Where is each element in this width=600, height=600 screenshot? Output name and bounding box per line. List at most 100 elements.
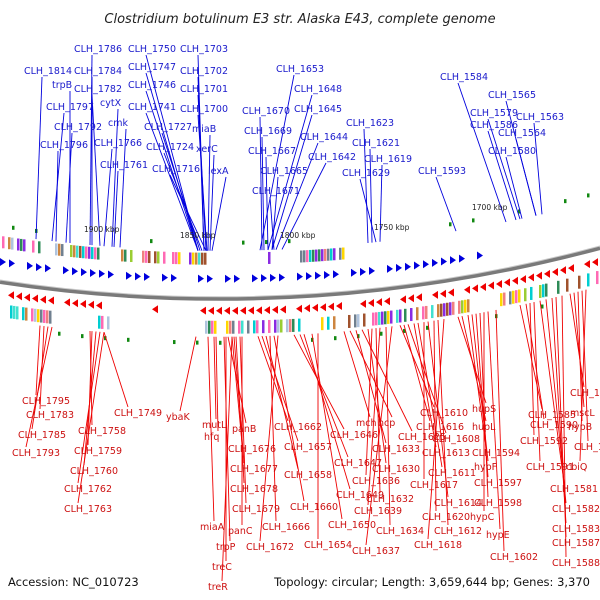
forward-gene-arrow (387, 264, 393, 273)
misc-feature-mark (104, 336, 107, 341)
forward-label-leader (211, 176, 227, 251)
forward-gene-arrow (477, 251, 483, 260)
forward-gene-arrow (0, 258, 6, 266)
forward-feature-bar (175, 252, 178, 265)
misc-feature-mark (449, 222, 452, 227)
forward-gene-label: CLH_1797 (46, 102, 94, 113)
reverse-feature-bar (557, 280, 560, 294)
reverse-gene-arrow (304, 304, 310, 313)
forward-gene-arrow (144, 272, 150, 281)
forward-gene-label: CLH_1644 (300, 132, 348, 143)
forward-gene-arrow (45, 264, 51, 273)
reverse-feature-bar (404, 308, 407, 322)
reverse-label-leader (375, 328, 381, 494)
forward-gene-arrow (459, 254, 465, 263)
reverse-gene-arrow (384, 297, 390, 306)
forward-gene-arrow (99, 269, 105, 278)
forward-feature-bar (315, 249, 318, 262)
reverse-label-leader (299, 334, 349, 458)
forward-gene-label: CLH_1671 (252, 186, 300, 197)
misc-feature-mark (541, 304, 544, 309)
reverse-label-leader (25, 326, 53, 448)
forward-label-leader (271, 114, 313, 250)
reverse-label-leader (487, 311, 501, 530)
misc-feature-mark (472, 218, 475, 223)
reverse-feature-bar (37, 309, 40, 323)
reverse-gene-arrow (440, 289, 446, 298)
forward-feature-bar (55, 243, 58, 256)
forward-label-leader (169, 174, 207, 251)
forward-feature-bar (204, 252, 207, 265)
reverse-gene-arrow (376, 298, 382, 307)
reverse-feature-bar (211, 320, 214, 334)
forward-gene-label: CLH_1761 (100, 160, 148, 171)
reverse-label-leader (77, 332, 105, 504)
reverse-label-leader (179, 336, 197, 412)
forward-feature-bar (163, 251, 166, 264)
reverse-gene-label: panB (232, 424, 256, 435)
reverse-gene-arrow (152, 305, 158, 314)
reverse-gene-label: CLH_1597 (474, 478, 522, 489)
forward-label-leader (209, 154, 215, 251)
forward-feature-bar (192, 252, 195, 265)
reverse-gene-label: cbiQ (566, 462, 587, 473)
misc-feature-mark (58, 331, 61, 336)
forward-feature-bar (268, 251, 271, 264)
reverse-label-leader (561, 295, 567, 558)
reverse-gene-label: treR (208, 582, 228, 593)
forward-feature-bar (85, 246, 88, 259)
forward-gene-arrow (315, 271, 321, 280)
reverse-feature-bar (518, 289, 521, 303)
reverse-gene-label: panC (228, 526, 253, 537)
reverse-feature-bar (232, 320, 235, 334)
reverse-gene-arrow (320, 303, 326, 312)
forward-gene-arrow (252, 274, 258, 283)
reverse-gene-label: CLH_1614 (434, 498, 482, 509)
misc-feature-mark (265, 240, 268, 245)
forward-gene-arrow (396, 263, 402, 272)
reverse-gene-arrow (472, 284, 478, 293)
forward-feature-bar (121, 249, 124, 262)
forward-gene-arrow (360, 267, 366, 276)
forward-feature-bar (38, 241, 41, 254)
reverse-gene-arrow (584, 260, 590, 269)
reverse-gene-label: CLH_1658 (284, 470, 332, 481)
reverse-gene-label: hypE (486, 530, 510, 541)
reverse-feature-bar (449, 302, 452, 316)
reverse-feature-bar (214, 320, 217, 334)
reverse-feature-bar (43, 309, 46, 323)
misc-feature-mark (311, 337, 314, 342)
reverse-gene-arrow (224, 306, 230, 315)
reverse-gene-label: CLH_1575 (574, 442, 600, 453)
reverse-label-leader (437, 319, 449, 526)
misc-feature-mark (219, 340, 222, 345)
reverse-gene-label: hypB (568, 422, 592, 433)
forward-gene-label: miaB (192, 124, 216, 135)
reverse-gene-label: CLH_1590 (530, 420, 578, 431)
forward-feature-bar (312, 249, 315, 262)
forward-feature-bar (318, 249, 321, 262)
reverse-feature-bar (292, 318, 295, 332)
reverse-label-leader (533, 302, 541, 462)
forward-label-leader (505, 156, 523, 219)
forward-feature-bar (330, 248, 333, 261)
forward-gene-label: cmk (108, 118, 128, 129)
reverse-label-leader (525, 303, 545, 420)
tick-label: 1800 kbp (280, 231, 316, 240)
forward-gene-arrow (126, 271, 132, 280)
reverse-gene-label: CLH_1598 (474, 498, 522, 509)
forward-feature-bar (178, 252, 181, 265)
reverse-feature-bar (247, 320, 250, 334)
forward-feature-bar (342, 247, 345, 260)
misc-feature-mark (173, 340, 176, 345)
forward-label-leader (281, 162, 327, 250)
forward-gene-label: CLH_1584 (440, 72, 488, 83)
reverse-gene-label: CLH_1632 (366, 494, 414, 505)
reverse-gene-arrow (296, 304, 302, 313)
forward-feature-bar (172, 252, 175, 265)
forward-feature-bar (142, 250, 145, 263)
forward-gene-label: CLH_1667 (248, 146, 296, 157)
forward-gene-label: CLH_1703 (180, 44, 228, 55)
tick-label: 1900 kbp (84, 225, 120, 234)
reverse-feature-bar (208, 320, 211, 334)
